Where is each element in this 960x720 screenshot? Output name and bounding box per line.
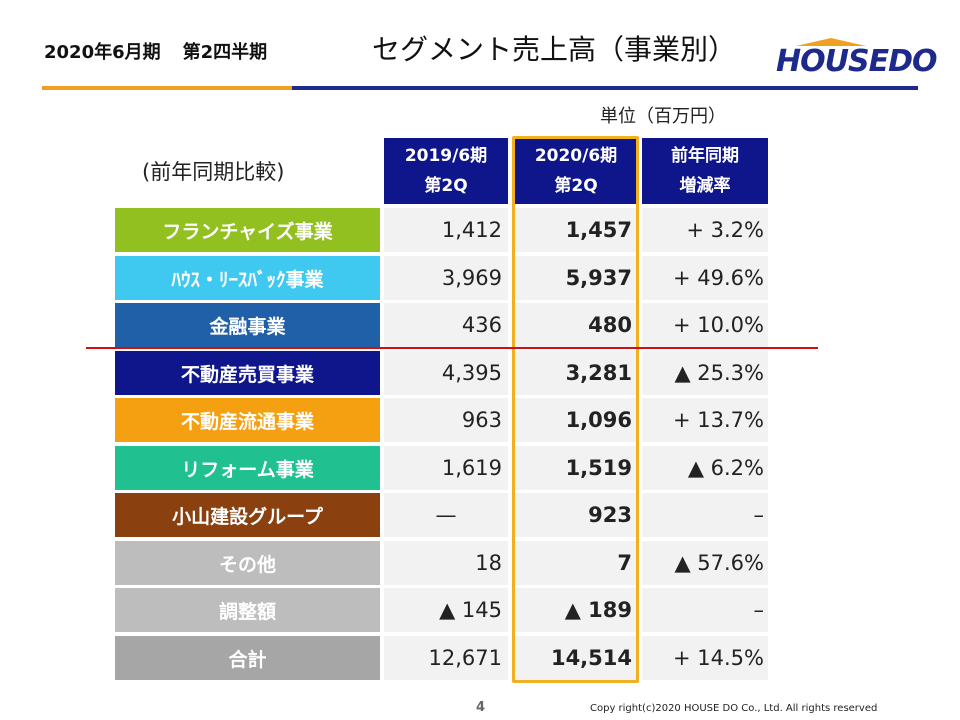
header-period: 2020年6月期 第2四半期 <box>44 38 267 64</box>
prev-value-cell: — <box>384 493 508 537</box>
period-label: 2020年6月期 <box>44 42 161 63</box>
column-header-line1: 2020/6期 <box>534 146 618 166</box>
change-rate-cell: + 10.0% <box>642 303 768 347</box>
logo-text: HOUSEDO <box>776 44 937 79</box>
segment-label: その他 <box>115 541 380 585</box>
change-rate-cell: + 3.2% <box>642 208 768 252</box>
segment-label: 合計 <box>115 636 380 680</box>
segment-divider-line <box>86 347 818 349</box>
header-rule-navy <box>292 86 918 90</box>
change-rate-cell: + 14.5% <box>642 636 768 680</box>
segment-label: フランチャイズ事業 <box>115 208 380 252</box>
segment-label: 不動産流通事業 <box>115 398 380 442</box>
prev-value-cell: 12,671 <box>384 636 508 680</box>
column-header-line2: 第2Q <box>424 176 468 196</box>
segment-label: 調整額 <box>115 588 380 632</box>
house-do-logo: HOUSEDO <box>776 38 937 79</box>
curr-value-cell: ▲ 189 <box>514 588 638 632</box>
header-rule-orange <box>42 86 292 90</box>
change-rate-cell: ▲ 6.2% <box>642 446 768 490</box>
comparison-label: (前年同期比較) <box>142 160 285 184</box>
segment-label: 不動産売買事業 <box>115 351 380 395</box>
prev-value-cell: 18 <box>384 541 508 585</box>
curr-value-cell: 1,457 <box>514 208 638 252</box>
change-rate-cell: ▲ 57.6% <box>642 541 768 585</box>
curr-value-cell: 1,096 <box>514 398 638 442</box>
segment-label: 小山建設グループ <box>115 493 380 537</box>
prev-value-cell: 1,619 <box>384 446 508 490</box>
change-rate-cell: – <box>642 493 768 537</box>
curr-value-cell: 5,937 <box>514 256 638 300</box>
column-header-prev: 2019/6期 第2Q <box>384 138 508 204</box>
curr-value-cell: 14,514 <box>514 636 638 680</box>
change-rate-cell: + 49.6% <box>642 256 768 300</box>
page-title: セグメント売上高（事業別） <box>372 33 737 66</box>
column-header-change: 前年同期 増減率 <box>642 138 768 204</box>
column-header-curr: 2020/6期 第2Q <box>514 138 638 204</box>
curr-value-cell: 7 <box>514 541 638 585</box>
segment-label: リフォーム事業 <box>115 446 380 490</box>
change-rate-cell: + 13.7% <box>642 398 768 442</box>
change-rate-cell: ▲ 25.3% <box>642 351 768 395</box>
logo-roof-icon <box>796 38 866 46</box>
prev-value-cell: 3,969 <box>384 256 508 300</box>
curr-value-cell: 923 <box>514 493 638 537</box>
copyright-text: Copy right(c)2020 HOUSE DO Co., Ltd. All… <box>590 703 878 714</box>
prev-value-cell: 1,412 <box>384 208 508 252</box>
curr-value-cell: 1,519 <box>514 446 638 490</box>
column-header-line2: 第2Q <box>554 176 598 196</box>
change-rate-cell: – <box>642 588 768 632</box>
column-header-line1: 2019/6期 <box>404 146 488 166</box>
prev-value-cell: 436 <box>384 303 508 347</box>
segment-label: 金融事業 <box>115 303 380 347</box>
page-number: 4 <box>476 700 486 715</box>
segment-label: ﾊｳｽ・ﾘｰｽﾊﾞｯｸ事業 <box>115 256 380 300</box>
prev-value-cell: 963 <box>384 398 508 442</box>
current-period-highlight <box>512 136 639 683</box>
quarter-label: 第2四半期 <box>182 42 268 63</box>
curr-value-cell: 480 <box>514 303 638 347</box>
column-header-line2: 増減率 <box>679 176 731 196</box>
curr-value-cell: 3,281 <box>514 351 638 395</box>
prev-value-cell: 4,395 <box>384 351 508 395</box>
unit-label: 単位（百万円） <box>600 106 726 127</box>
column-header-line1: 前年同期 <box>671 146 739 166</box>
prev-value-cell: ▲ 145 <box>384 588 508 632</box>
